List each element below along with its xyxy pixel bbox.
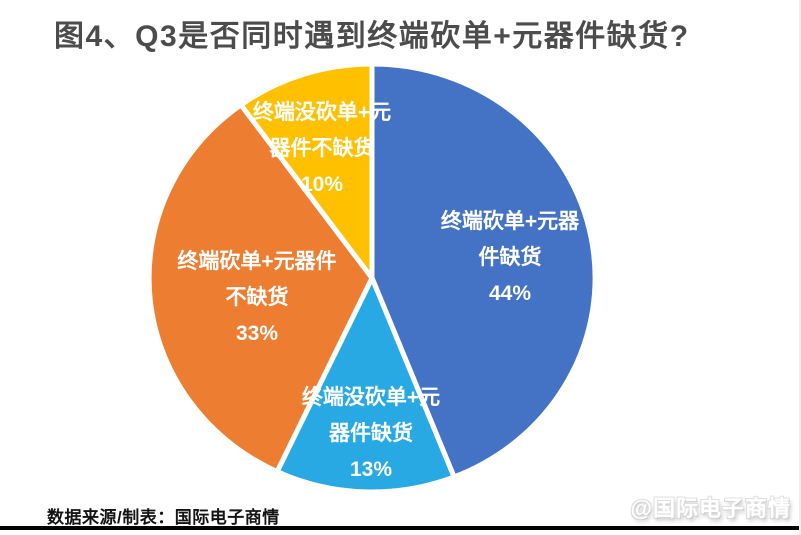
pie-slice-1 [274,275,457,495]
slice-label-line: 终端砍单+元器件 [177,250,337,273]
slice-label-line: 终端砍单+元器 [440,210,580,233]
slice-label-3: 终端没砍单+元 器件不缺货 10% [253,95,391,203]
slice-label-line: 件缺货 [478,246,542,269]
slice-label-line: 器件缺货 [328,422,413,445]
slice-label-1: 终端没砍单+元 器件缺货 13% [302,380,440,488]
slice-label-line: 器件不缺货 [269,137,375,160]
slice-label-line: 不缺货 [225,286,289,309]
slice-label-line: 终端没砍单+元 [252,101,392,124]
slice-pct: 13% [349,458,393,481]
slice-pct: 33% [235,322,279,345]
watermark: @国际电子商情 [630,496,791,521]
source-note: 数据来源/制表：国际电子商情 [47,508,280,527]
pie-slice-0 [369,61,598,480]
pie-slice-3 [238,61,375,281]
slice-label-line: 终端没砍单+元 [301,386,441,409]
pie-slice-2 [146,102,375,475]
chart-title: 图4、Q3是否同时遇到终端砍单+元器件缺货? [54,20,690,53]
slice-pct: 44% [488,282,532,305]
slice-label-0: 终端砍单+元器 件缺货 44% [441,204,579,312]
bottom-rule [0,526,799,530]
slice-label-2: 终端砍单+元器件 不缺货 33% [177,244,336,352]
slice-pct: 10% [300,173,344,196]
